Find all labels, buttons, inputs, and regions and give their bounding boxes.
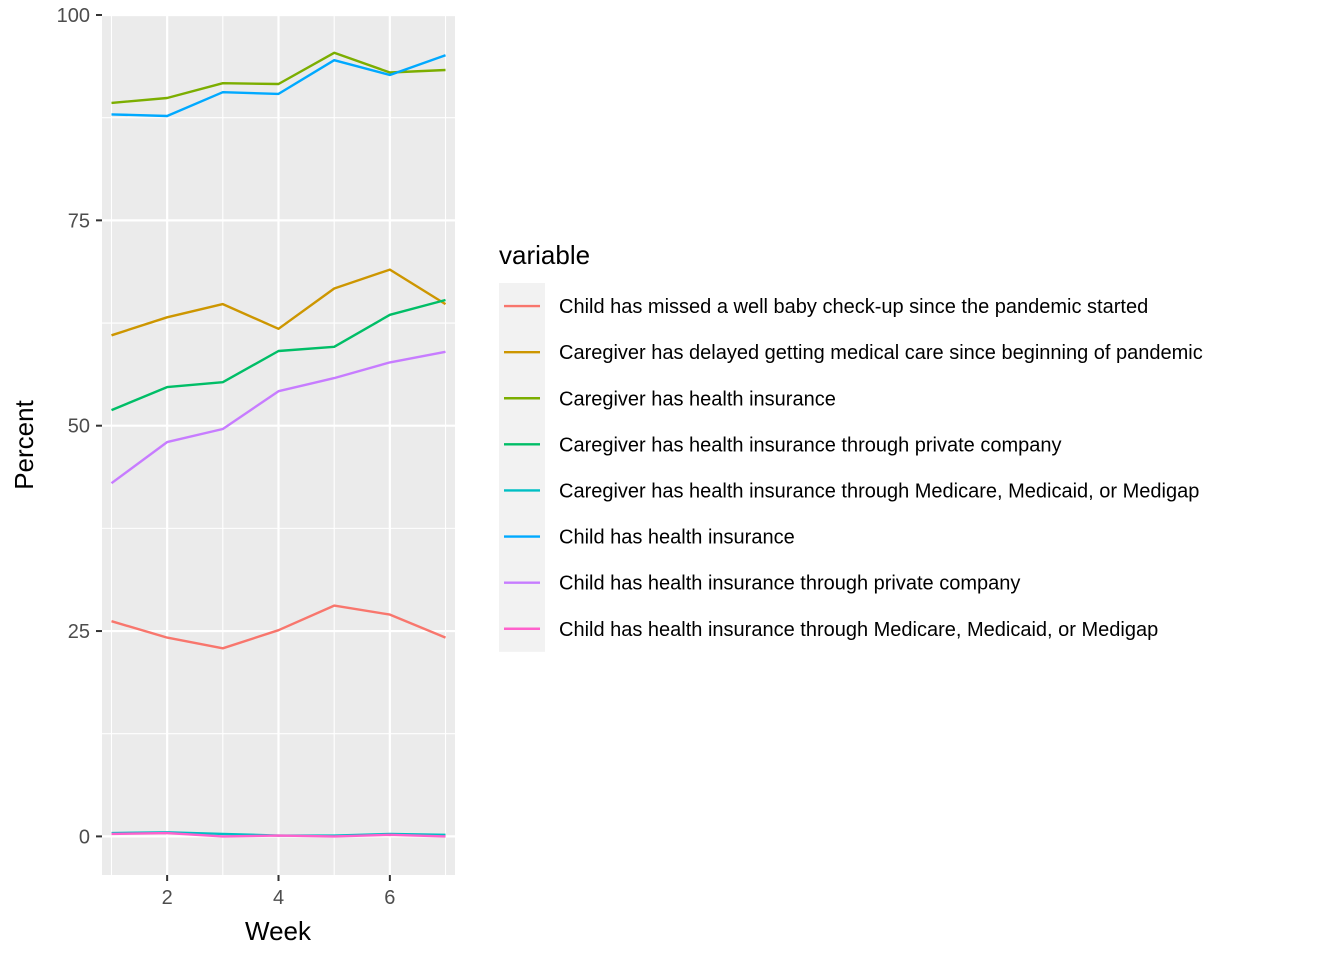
legend-label: Child has missed a well baby check-up si… [559, 296, 1148, 318]
series-line-4 [111, 298, 446, 412]
y-axis: 0 25 50 75 100 [57, 5, 102, 848]
series-lines [110, 51, 447, 838]
series-line-1 [111, 604, 446, 650]
legend-label: Child has health insurance [559, 527, 795, 549]
x-tick-label: 4 [273, 887, 284, 909]
x-axis-label: Week [245, 916, 312, 946]
y-tick-label: 100 [57, 5, 90, 27]
legend-label: Caregiver has delayed getting medical ca… [559, 342, 1203, 364]
legend-item: Caregiver has delayed getting medical ca… [504, 342, 1203, 364]
legend-item: Child has missed a well baby check-up si… [504, 296, 1148, 318]
y-tick-label: 0 [79, 826, 90, 848]
series-line-3 [111, 51, 446, 105]
legend-item: Child has health insurance through Medic… [504, 619, 1158, 641]
y-tick-label: 75 [68, 210, 90, 232]
major-gridlines [102, 13, 455, 875]
y-tick-label: 50 [68, 416, 90, 438]
x-tick-label: 2 [162, 887, 173, 909]
legend-item: Child has health insurance through priva… [504, 573, 1020, 595]
legend-items: Child has missed a well baby check-up si… [504, 296, 1203, 641]
series-line-7 [110, 350, 446, 485]
legend-item: Child has health insurance [504, 527, 795, 549]
series-line-2 [111, 268, 447, 337]
legend-item: Caregiver has health insurance [504, 388, 836, 410]
x-tick-label: 6 [384, 887, 395, 909]
legend-label: Child has health insurance through priva… [559, 573, 1020, 595]
minor-gridlines [102, 15, 455, 875]
y-tick-label: 25 [68, 621, 90, 643]
legend-title: variable [499, 240, 590, 270]
legend-label: Caregiver has health insurance through M… [559, 480, 1199, 502]
series-line-6 [111, 54, 446, 118]
legend-label: Caregiver has health insurance through p… [559, 434, 1062, 456]
legend-label: Caregiver has health insurance [559, 388, 836, 410]
x-axis: 2 4 6 [162, 875, 395, 909]
series-line-8 [111, 831, 446, 838]
y-axis-label: Percent [9, 399, 39, 489]
legend-item: Caregiver has health insurance through M… [504, 480, 1199, 502]
legend-keys-background [499, 283, 545, 652]
legend-item: Caregiver has health insurance through p… [504, 434, 1062, 456]
legend-label: Child has health insurance through Medic… [559, 619, 1158, 641]
legend: variable Child has missed a well baby ch… [499, 240, 1203, 652]
